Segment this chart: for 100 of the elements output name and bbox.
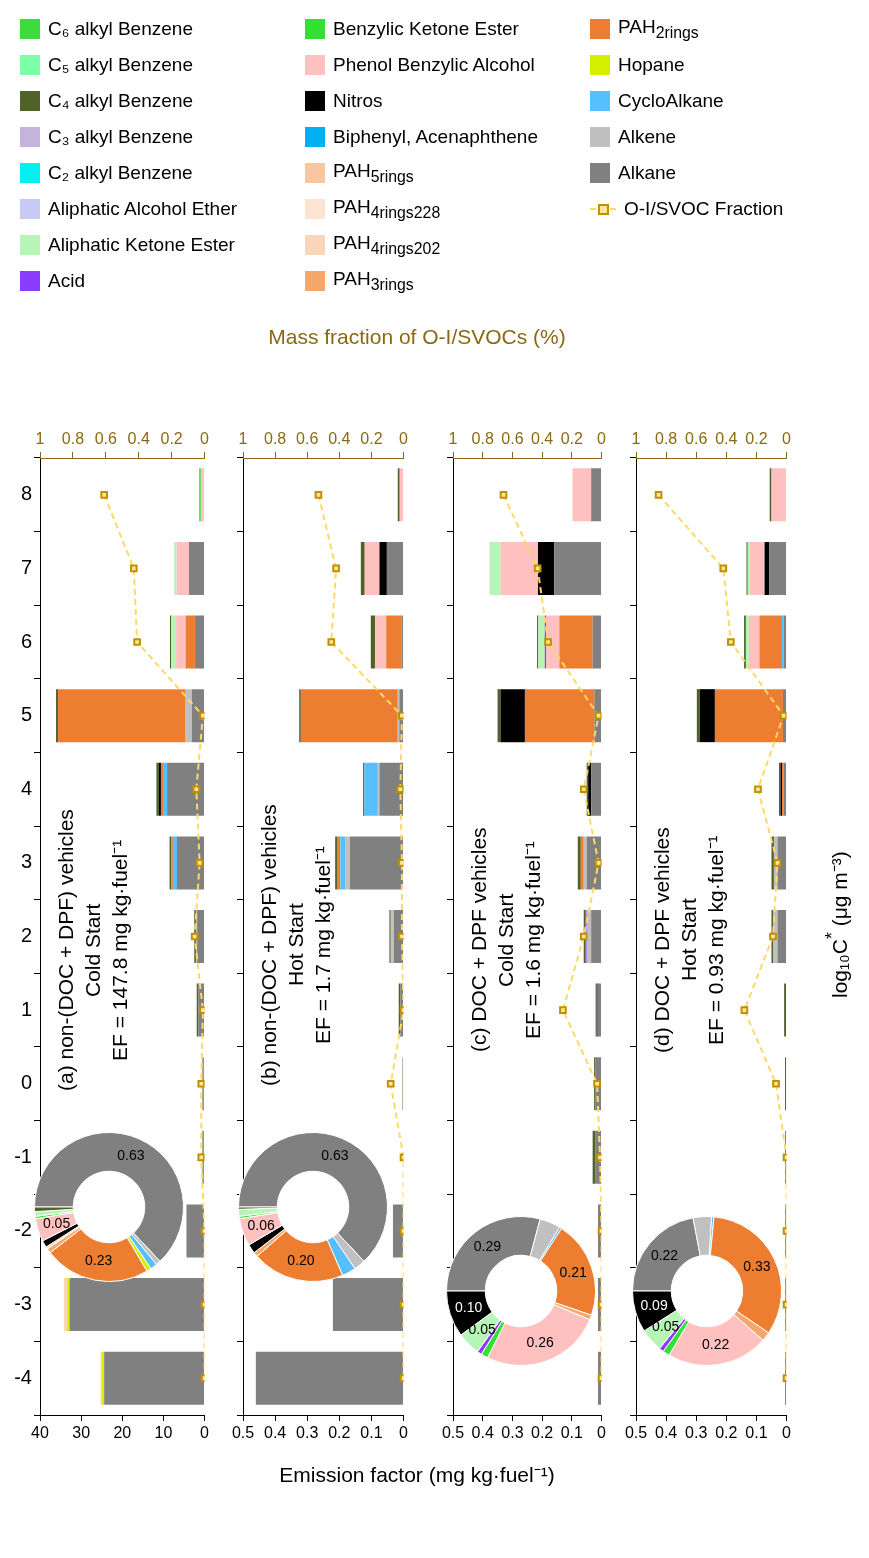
x2-tick-label: 0.4 (531, 429, 554, 447)
legend-label: PAH$_{5rings}$ (333, 160, 414, 186)
x2-tick-label: 1 (631, 429, 641, 447)
x2-tick-label: 0.6 (296, 429, 319, 447)
annotation: EF = 1.7 mg kg·fuel⁻¹ (310, 845, 335, 1046)
x2-tick-label: 0.4 (328, 429, 351, 447)
annotation: Hot Start (283, 902, 308, 989)
x2-tick-label: 0 (200, 429, 210, 447)
y-tick-label: -1 (14, 1144, 32, 1167)
x-tick-label: 10 (154, 1424, 173, 1442)
text: (a) non-(DOC + DPF) vehicles (53, 808, 78, 1093)
data-label: 0.22 (702, 1336, 730, 1353)
x-tick-label: 0 (200, 1424, 210, 1442)
data-label: 0.05 (42, 1214, 71, 1231)
legend-label: C₅ alkyl Benzene (48, 54, 193, 76)
x-tick-label: 0.1 (560, 1424, 584, 1442)
annotation: Cold Start (80, 902, 105, 999)
x2-tick-label: 0.2 (160, 429, 183, 447)
legend-label: C₆ alkyl Benzene (48, 18, 193, 40)
x-tick-label: 0.4 (471, 1424, 494, 1442)
x2-tick-label: 0.2 (745, 429, 768, 447)
data-label: 0.23 (85, 1252, 113, 1269)
x2-tick-label: 0.8 (471, 429, 494, 447)
y-tick-label: 2 (20, 924, 32, 947)
x-tick-label: 0.4 (654, 1424, 678, 1442)
x2-tick-label: 1 (448, 429, 458, 447)
legend-label: Aliphatic Alcohol Ether (48, 198, 238, 220)
legend-label: PAH$_{3rings}$ (333, 268, 414, 294)
legend-label: Biphenyl, Acenaphthene (333, 126, 538, 148)
data-label: 0.06 (247, 1216, 275, 1233)
x-axis-title: Emission factor (mg kg·fuel⁻¹) (278, 1462, 556, 1488)
x-tick-label: 40 (31, 1424, 49, 1442)
text: (b) non-(DOC + DPF) vehicles (256, 803, 281, 1088)
x-tick-label: 0.3 (296, 1424, 319, 1442)
legend-label: Acid (48, 270, 85, 292)
y-tick-label: -2 (14, 1218, 32, 1241)
legend-label: C₂ alkyl Benzene (48, 162, 193, 184)
x2-tick-label: 0.8 (654, 429, 678, 447)
data-label: 0.09 (640, 1297, 668, 1314)
y-tick-label: 6 (20, 629, 32, 652)
annotation: EF = 147.8 mg kg·fuel⁻¹ (108, 839, 131, 1061)
text: (d) DOC + DPF vehicles (649, 826, 674, 1055)
annotation: EF = 1.6 mg kg·fuel⁻¹ (520, 840, 545, 1041)
y-tick-label: -3 (14, 1292, 32, 1315)
y-tick-label: 5 (20, 703, 32, 726)
x-tick-label: 0.1 (360, 1424, 383, 1442)
y-tick-label: 8 (20, 482, 32, 505)
legend-label: CycloAlkane (618, 90, 724, 112)
data-label: 0.26 (526, 1333, 555, 1350)
data-label: 0.20 (287, 1251, 315, 1268)
legend-label: Phenol Benzylic Alcohol (333, 54, 535, 76)
data-label: 0.22 (650, 1246, 679, 1263)
x2-tick-label: 0.4 (715, 429, 738, 447)
x-tick-label: 0.3 (501, 1424, 524, 1442)
x-tick-label: 0 (597, 1424, 607, 1442)
annotation: EF = 0.93 mg kg·fuel⁻¹ (703, 834, 728, 1047)
x-tick-label: 30 (72, 1424, 91, 1442)
legend-label: Benzylic Ketone Ester (333, 18, 519, 40)
x-tick-label: 0.2 (328, 1424, 351, 1442)
legend-label: Aliphatic Ketone Ester (48, 234, 235, 256)
x2-axis-title: Mass fraction of O-I/SVOCs (%) (267, 325, 567, 349)
x2-tick-label: 0.6 (685, 429, 708, 447)
legend-label: PAH$_{4rings202}$ (333, 232, 441, 258)
x-tick-label: 0 (782, 1424, 792, 1442)
data-label: 0.21 (559, 1263, 587, 1280)
legend-label: Nitros (333, 90, 383, 112)
data-label: 0.10 (454, 1298, 483, 1315)
x-tick-label: 0.1 (745, 1424, 768, 1442)
y-tick-label: 1 (20, 997, 32, 1020)
data-label: 0.63 (321, 1147, 349, 1164)
legend-label: Alkane (618, 162, 677, 184)
y-tick-label: 0 (20, 1071, 32, 1094)
x-tick-label: 0.3 (685, 1424, 708, 1442)
x2-tick-label: 0.8 (263, 429, 287, 447)
y-tick-label: 3 (20, 850, 32, 873)
x2-tick-label: 0.4 (127, 429, 150, 447)
x-tick-label: 0.2 (531, 1424, 554, 1442)
legend-label: C₃ alkyl Benzene (48, 126, 194, 148)
annotation: Hot Start (676, 897, 701, 984)
x-tick-label: 0.5 (231, 1424, 255, 1442)
x-tick-label: 0 (399, 1424, 409, 1442)
x-tick-label: 0.5 (624, 1424, 648, 1442)
legend-label: O-I/SVOC Fraction (624, 198, 784, 220)
x2-tick-label: 0.6 (501, 429, 524, 447)
text: (c) DOC + DPF vehicles (466, 826, 491, 1055)
data-label: 0.29 (473, 1238, 502, 1255)
legend-label: Alkene (618, 126, 677, 148)
legend-label: Hopane (618, 54, 685, 76)
x2-tick-label: 1 (238, 429, 248, 447)
x-tick-label: 0.5 (441, 1424, 465, 1442)
x2-tick-label: 1 (35, 429, 45, 447)
data-label: 0.63 (117, 1147, 145, 1164)
y-tick-label: -4 (14, 1365, 32, 1388)
legend-label: PAH$_{2rings}$ (618, 16, 699, 42)
x2-tick-label: 0.2 (360, 429, 383, 447)
legend-label: C₄ alkyl Benzene (48, 90, 194, 112)
x2-tick-label: 0 (597, 429, 607, 447)
x-tick-label: 20 (113, 1424, 132, 1442)
x2-tick-label: 0.2 (560, 429, 584, 447)
y-tick-label: 7 (20, 555, 32, 578)
